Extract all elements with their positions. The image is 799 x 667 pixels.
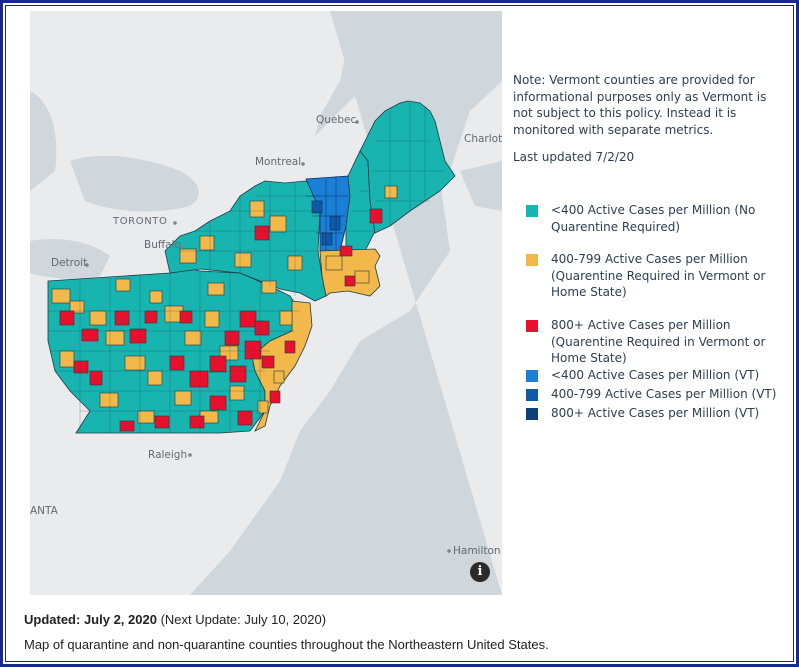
legend-label: 400-799 Active Cases per Million (VT): [551, 387, 777, 401]
city-label-raleigh: Raleigh: [148, 449, 188, 461]
region-maine: [359, 100, 456, 234]
lake-ontario: [70, 155, 199, 212]
bay-of-fundy: [460, 161, 502, 211]
legend-swatch: [526, 320, 538, 332]
legend-label: <400 Active Cases per Million (VT): [551, 368, 760, 382]
updated-label: Updated: July 2, 2020: [24, 612, 157, 627]
city-label-buffalo: Buffalo: [144, 239, 181, 251]
map-description: Map of quarantine and non-quarantine cou…: [24, 637, 549, 652]
vermont-note: Note: Vermont counties are provided for …: [513, 73, 767, 137]
info-icon[interactable]: i: [470, 562, 490, 582]
legend-label: 800+ Active Cases per Million (VT): [551, 406, 760, 420]
city-label-toronto: TORONTO: [113, 216, 168, 227]
lake-erie: [30, 239, 110, 279]
city-label-montreal: Montreal: [255, 156, 302, 168]
last-updated-note: Last updated 7/2/20: [513, 150, 635, 164]
city-label-quebec: Quebec: [316, 114, 357, 126]
page-frame-inner: [5, 5, 794, 662]
city-label-hamilton: Hamilton: [453, 545, 501, 557]
lake-huron: [30, 91, 57, 191]
counties-red: [59, 208, 383, 432]
legend-swatch: [526, 370, 538, 382]
st-lawrence-river: [315, 11, 410, 136]
legend-swatch: [526, 254, 538, 266]
legend-label: 400-799 Active Cases per Million (Quaren…: [551, 252, 766, 299]
legend-swatch: [526, 408, 538, 420]
city-label-charlottetown: Charlot: [464, 133, 502, 145]
legend-swatch: [526, 205, 538, 217]
map-canvas: [30, 11, 502, 595]
city-label-atlanta: ANTA: [30, 505, 58, 517]
city-dots: [85, 120, 451, 553]
legend-label: <400 Active Cases per Million (No Quaren…: [551, 203, 756, 234]
update-caption: Updated: July 2, 2020 (Next Update: July…: [24, 612, 326, 627]
legend-swatch: [526, 389, 538, 401]
city-label-detroit: Detroit: [51, 257, 88, 269]
legend-label: 800+ Active Cases per Million (Quarentin…: [551, 318, 766, 365]
map[interactable]: Quebec Charlot Montreal TORONTO Buffalo …: [30, 11, 502, 595]
county-grid: [48, 103, 445, 433]
vermont-grid: [306, 177, 348, 251]
next-update-text: (Next Update: July 10, 2020): [156, 612, 327, 627]
